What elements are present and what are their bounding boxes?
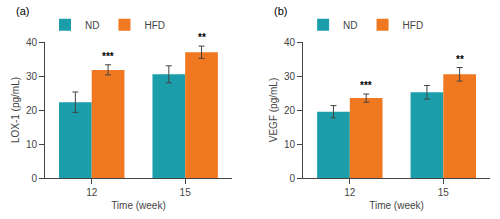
svg-text:VEGF (pg/mL): VEGF (pg/mL) — [268, 78, 279, 142]
svg-text:10: 10 — [26, 139, 38, 150]
svg-text:(a): (a) — [16, 5, 29, 17]
svg-text:30: 30 — [284, 71, 296, 82]
svg-text:10: 10 — [284, 139, 296, 150]
svg-text:LOX-1 (pg/mL): LOX-1 (pg/mL) — [10, 77, 21, 143]
svg-text:15: 15 — [180, 187, 192, 198]
svg-text:40: 40 — [284, 37, 296, 48]
svg-text:15: 15 — [438, 187, 450, 198]
svg-text:**: ** — [456, 54, 464, 65]
svg-text:0: 0 — [31, 173, 37, 184]
svg-text:Time (week): Time (week) — [369, 200, 424, 211]
svg-text:12: 12 — [344, 187, 356, 198]
svg-text:**: ** — [198, 32, 206, 43]
svg-text:12: 12 — [86, 187, 98, 198]
svg-text:20: 20 — [26, 105, 38, 116]
svg-text:Time (week): Time (week) — [111, 200, 166, 211]
svg-text:30: 30 — [26, 71, 38, 82]
svg-text:ND: ND — [343, 20, 357, 31]
svg-text:***: *** — [102, 51, 114, 62]
svg-text:20: 20 — [284, 105, 296, 116]
svg-text:(b): (b) — [274, 5, 287, 17]
svg-text:40: 40 — [26, 37, 38, 48]
svg-text:***: *** — [360, 80, 372, 91]
svg-text:HFD: HFD — [144, 20, 165, 31]
svg-text:ND: ND — [85, 20, 99, 31]
svg-text:HFD: HFD — [403, 20, 424, 31]
svg-text:0: 0 — [290, 173, 296, 184]
